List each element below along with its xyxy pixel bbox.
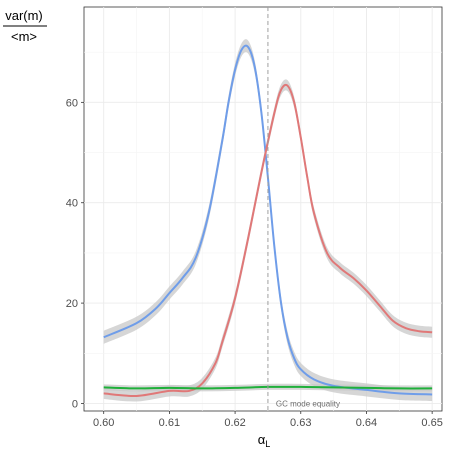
x-tick-label: 0.64 bbox=[356, 417, 377, 429]
x-axis-label-main: α bbox=[258, 432, 266, 447]
annotation-label: GC mode equality bbox=[276, 399, 340, 408]
y-tick-label: 20 bbox=[66, 298, 78, 310]
grid-lines bbox=[84, 7, 442, 411]
x-tick-label: 0.63 bbox=[290, 417, 311, 429]
x-tick-label: 0.60 bbox=[93, 417, 114, 429]
y-tick-label: 0 bbox=[72, 398, 78, 410]
x-tick-label: 0.65 bbox=[421, 417, 442, 429]
y-tick-label: 40 bbox=[66, 198, 78, 210]
x-axis-label-sub: L bbox=[265, 439, 270, 449]
y-axis-label-denominator: <m> bbox=[11, 29, 37, 44]
y-axis-label-numerator: var(m) bbox=[5, 8, 43, 23]
x-axis-ticks: 0.60 0.61 0.62 0.63 0.64 0.65 bbox=[93, 411, 443, 429]
y-tick-label: 60 bbox=[66, 97, 78, 109]
x-tick-label: 0.61 bbox=[159, 417, 180, 429]
x-axis-label: αL bbox=[258, 432, 271, 449]
series-2-line bbox=[103, 83, 433, 397]
series-1-line bbox=[103, 44, 433, 396]
y-axis-ticks: 0 20 40 60 bbox=[66, 97, 84, 410]
x-tick-label: 0.62 bbox=[224, 417, 245, 429]
plot-panel bbox=[83, 6, 443, 412]
